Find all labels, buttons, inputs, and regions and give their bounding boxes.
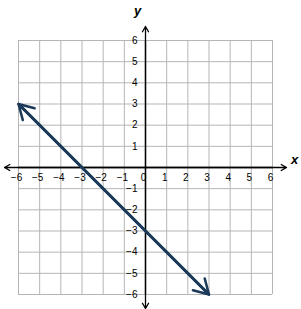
svg-text:−4: −4: [53, 172, 65, 183]
svg-text:4: 4: [132, 77, 138, 88]
svg-text:−6: −6: [126, 289, 138, 300]
svg-text:2: 2: [183, 172, 189, 183]
svg-text:6: 6: [268, 172, 274, 183]
svg-text:3: 3: [204, 172, 210, 183]
svg-text:0: 0: [141, 172, 147, 183]
svg-text:−5: −5: [32, 172, 44, 183]
svg-text:6: 6: [132, 35, 138, 46]
svg-text:4: 4: [225, 172, 231, 183]
svg-text:−5: −5: [126, 268, 138, 279]
svg-text:−3: −3: [126, 225, 138, 236]
svg-text:1: 1: [132, 141, 138, 152]
svg-text:−2: −2: [126, 204, 138, 215]
svg-text:−6: −6: [11, 172, 23, 183]
svg-text:3: 3: [132, 98, 138, 109]
svg-text:5: 5: [132, 56, 138, 67]
svg-text:x: x: [290, 152, 299, 167]
svg-text:−3: −3: [74, 172, 86, 183]
svg-text:y: y: [133, 3, 142, 18]
svg-text:2: 2: [132, 119, 138, 130]
svg-text:1: 1: [162, 172, 168, 183]
svg-text:−1: −1: [117, 172, 129, 183]
svg-text:−1: −1: [126, 183, 138, 194]
svg-text:5: 5: [247, 172, 253, 183]
svg-text:−2: −2: [95, 171, 107, 183]
svg-text:−4: −4: [126, 246, 138, 257]
